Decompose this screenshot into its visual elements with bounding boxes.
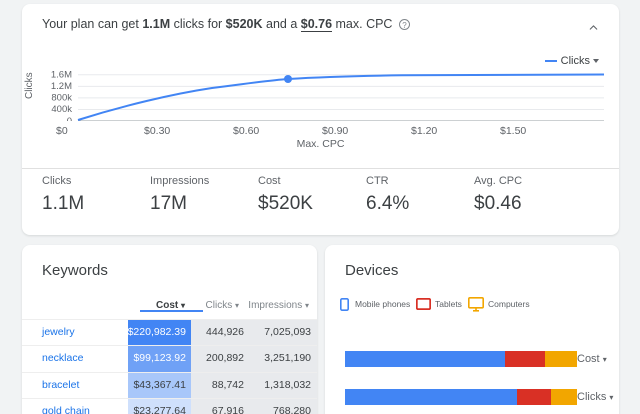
svg-text:0: 0 (67, 116, 72, 121)
svg-text:1.2M: 1.2M (51, 81, 72, 92)
svg-text:800k: 800k (51, 93, 72, 104)
svg-text:400k: 400k (51, 104, 72, 115)
svg-text:1.6M: 1.6M (51, 70, 72, 81)
